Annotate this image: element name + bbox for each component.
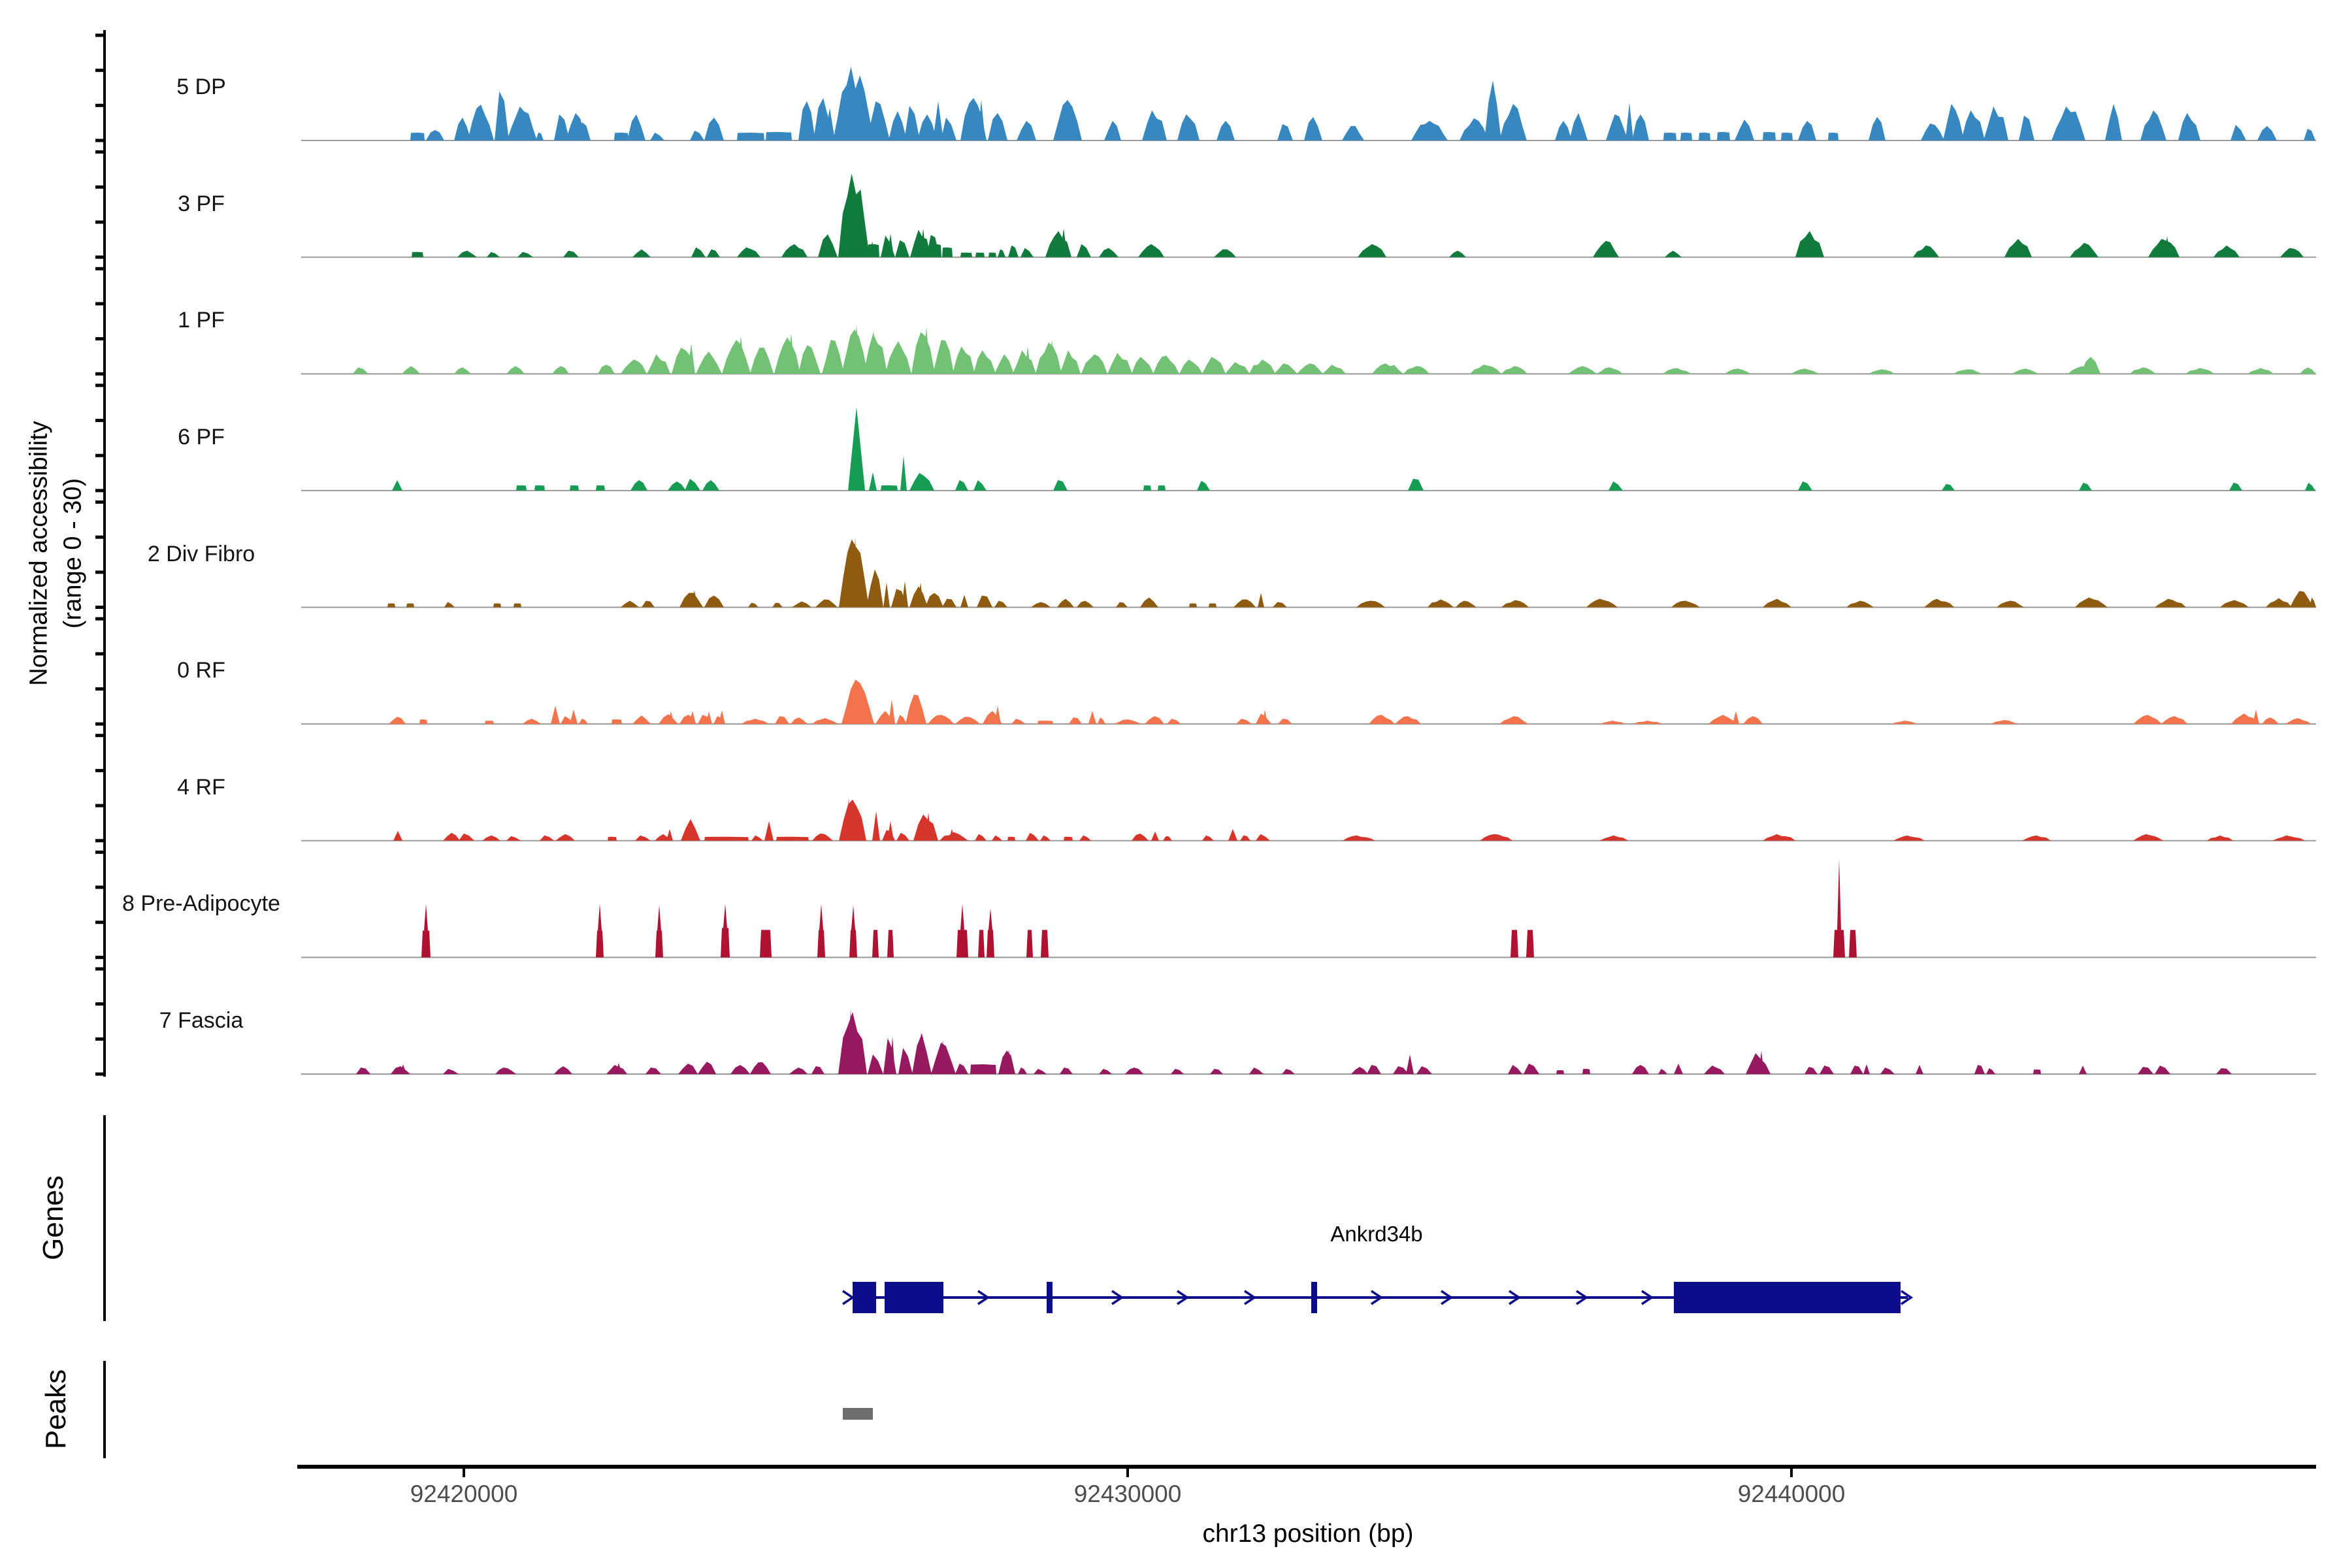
x-tick-label-92430000: 92430000 <box>1073 1480 1182 1507</box>
track-label-8-pre-adipocyte: 8 Pre-Adipocyte <box>122 891 280 916</box>
track-label-1-pf: 1 PF <box>178 308 225 333</box>
peaks-section-label: Peaks <box>40 1369 72 1450</box>
track-label-5-dp: 5 DP <box>176 74 226 99</box>
y-axis-label-line1: Normalized accessibility <box>25 421 53 686</box>
gene-name-label: Ankrd34b <box>1330 1222 1423 1246</box>
genes-section-label: Genes <box>37 1175 69 1260</box>
x-tick-label-92440000: 92440000 <box>1737 1480 1846 1507</box>
track-label-4-rf: 4 RF <box>177 775 225 800</box>
track-label-3-pf: 3 PF <box>178 191 225 216</box>
x-tick-label-92420000: 92420000 <box>410 1480 518 1507</box>
x-axis-title: chr13 position (bp) <box>1202 1520 1414 1548</box>
track-label-2-div-fibro: 2 Div Fibro <box>147 542 255 566</box>
track-label-0-rf: 0 RF <box>177 658 225 683</box>
track-label-7-fascia: 7 Fascia <box>159 1008 244 1033</box>
track-label-6-pf: 6 PF <box>178 425 225 449</box>
